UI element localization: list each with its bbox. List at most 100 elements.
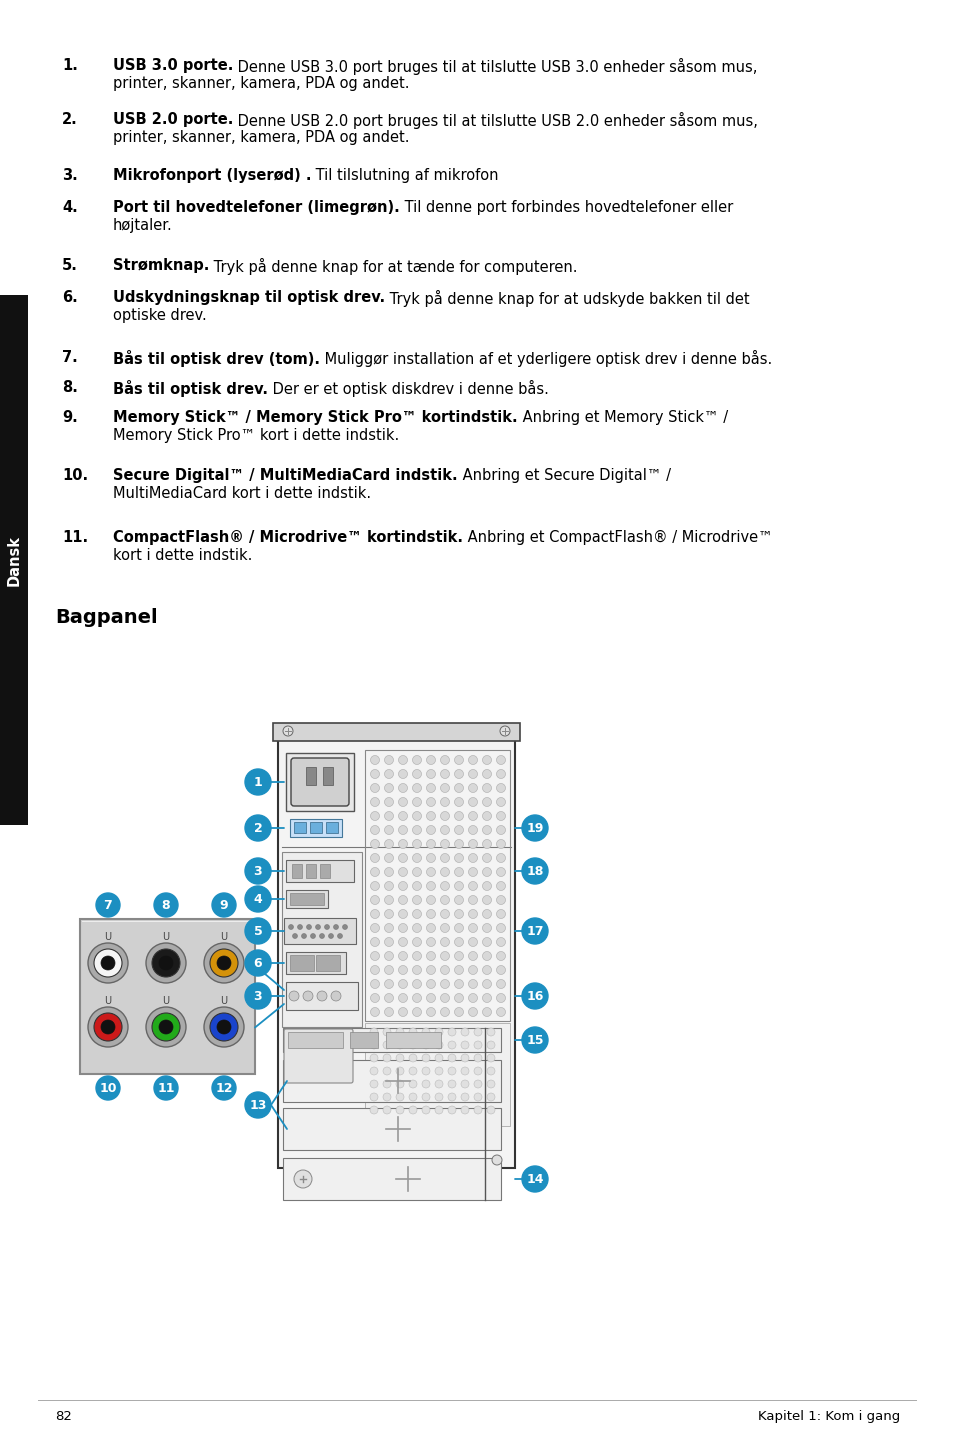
Text: Der er et optisk diskdrev i denne bås.: Der er et optisk diskdrev i denne bås.: [268, 380, 548, 397]
Bar: [284, 917, 355, 943]
Circle shape: [496, 923, 505, 932]
Circle shape: [440, 784, 449, 792]
Bar: [306, 766, 315, 785]
Circle shape: [306, 925, 312, 929]
Circle shape: [384, 965, 393, 975]
Circle shape: [101, 1020, 115, 1034]
Circle shape: [283, 726, 293, 736]
Circle shape: [454, 825, 463, 834]
Circle shape: [496, 798, 505, 807]
Circle shape: [460, 1093, 469, 1102]
Circle shape: [412, 755, 421, 765]
Circle shape: [94, 1012, 122, 1041]
Circle shape: [245, 917, 271, 943]
Text: Udskydningsknap til optisk drev.: Udskydningsknap til optisk drev.: [112, 290, 385, 305]
Bar: [315, 955, 339, 971]
Circle shape: [454, 854, 463, 863]
Circle shape: [370, 1106, 377, 1114]
Circle shape: [370, 755, 379, 765]
Circle shape: [440, 881, 449, 890]
Circle shape: [521, 815, 547, 841]
Circle shape: [496, 896, 505, 905]
Circle shape: [412, 854, 421, 863]
Circle shape: [94, 949, 122, 976]
Circle shape: [426, 994, 435, 1002]
Circle shape: [421, 1106, 430, 1114]
Circle shape: [426, 952, 435, 961]
Bar: [283, 1158, 500, 1199]
Circle shape: [440, 811, 449, 821]
FancyBboxPatch shape: [284, 1030, 353, 1083]
Circle shape: [460, 1080, 469, 1089]
Bar: [273, 723, 519, 741]
Circle shape: [440, 965, 449, 975]
Circle shape: [454, 881, 463, 890]
Circle shape: [412, 994, 421, 1002]
Circle shape: [96, 893, 120, 917]
Bar: [319, 864, 330, 879]
Circle shape: [395, 1028, 403, 1035]
Circle shape: [409, 1106, 416, 1114]
Circle shape: [370, 1067, 377, 1076]
Circle shape: [370, 965, 379, 975]
Circle shape: [482, 867, 491, 877]
Circle shape: [421, 1054, 430, 1063]
Circle shape: [454, 755, 463, 765]
Circle shape: [370, 979, 379, 988]
Circle shape: [468, 896, 477, 905]
Circle shape: [398, 896, 407, 905]
Circle shape: [395, 1041, 403, 1048]
Text: 10.: 10.: [62, 467, 88, 483]
Circle shape: [398, 811, 407, 821]
Circle shape: [153, 1076, 178, 1100]
Circle shape: [454, 769, 463, 778]
Text: 11.: 11.: [62, 531, 88, 545]
Circle shape: [468, 909, 477, 919]
Circle shape: [440, 896, 449, 905]
Circle shape: [435, 1093, 442, 1102]
Circle shape: [384, 896, 393, 905]
Circle shape: [421, 1028, 430, 1035]
Circle shape: [101, 956, 115, 971]
Circle shape: [370, 798, 379, 807]
Text: 2.: 2.: [62, 112, 77, 127]
Circle shape: [492, 1155, 501, 1165]
Circle shape: [370, 896, 379, 905]
Circle shape: [331, 991, 340, 1001]
Bar: [288, 1032, 343, 1048]
Circle shape: [152, 949, 180, 976]
Circle shape: [468, 854, 477, 863]
Circle shape: [496, 909, 505, 919]
Circle shape: [288, 925, 294, 929]
Circle shape: [426, 881, 435, 890]
Circle shape: [426, 854, 435, 863]
Circle shape: [460, 1054, 469, 1063]
Text: 3: 3: [253, 866, 262, 879]
Circle shape: [370, 811, 379, 821]
Circle shape: [521, 858, 547, 884]
Circle shape: [435, 1054, 442, 1063]
Circle shape: [216, 956, 231, 971]
Circle shape: [482, 840, 491, 848]
Text: U: U: [104, 932, 112, 942]
Circle shape: [409, 1080, 416, 1089]
Circle shape: [426, 979, 435, 988]
Text: U: U: [104, 997, 112, 1007]
Circle shape: [412, 938, 421, 946]
Circle shape: [496, 994, 505, 1002]
Circle shape: [245, 951, 271, 976]
Circle shape: [448, 1041, 456, 1048]
Circle shape: [342, 925, 347, 929]
Circle shape: [454, 909, 463, 919]
Circle shape: [153, 893, 178, 917]
Circle shape: [426, 769, 435, 778]
Circle shape: [468, 840, 477, 848]
Circle shape: [454, 979, 463, 988]
Text: 18: 18: [526, 866, 543, 879]
Circle shape: [460, 1106, 469, 1114]
Circle shape: [370, 923, 379, 932]
Circle shape: [316, 991, 327, 1001]
Text: 7: 7: [104, 899, 112, 912]
Text: 4: 4: [253, 893, 262, 906]
Circle shape: [398, 909, 407, 919]
